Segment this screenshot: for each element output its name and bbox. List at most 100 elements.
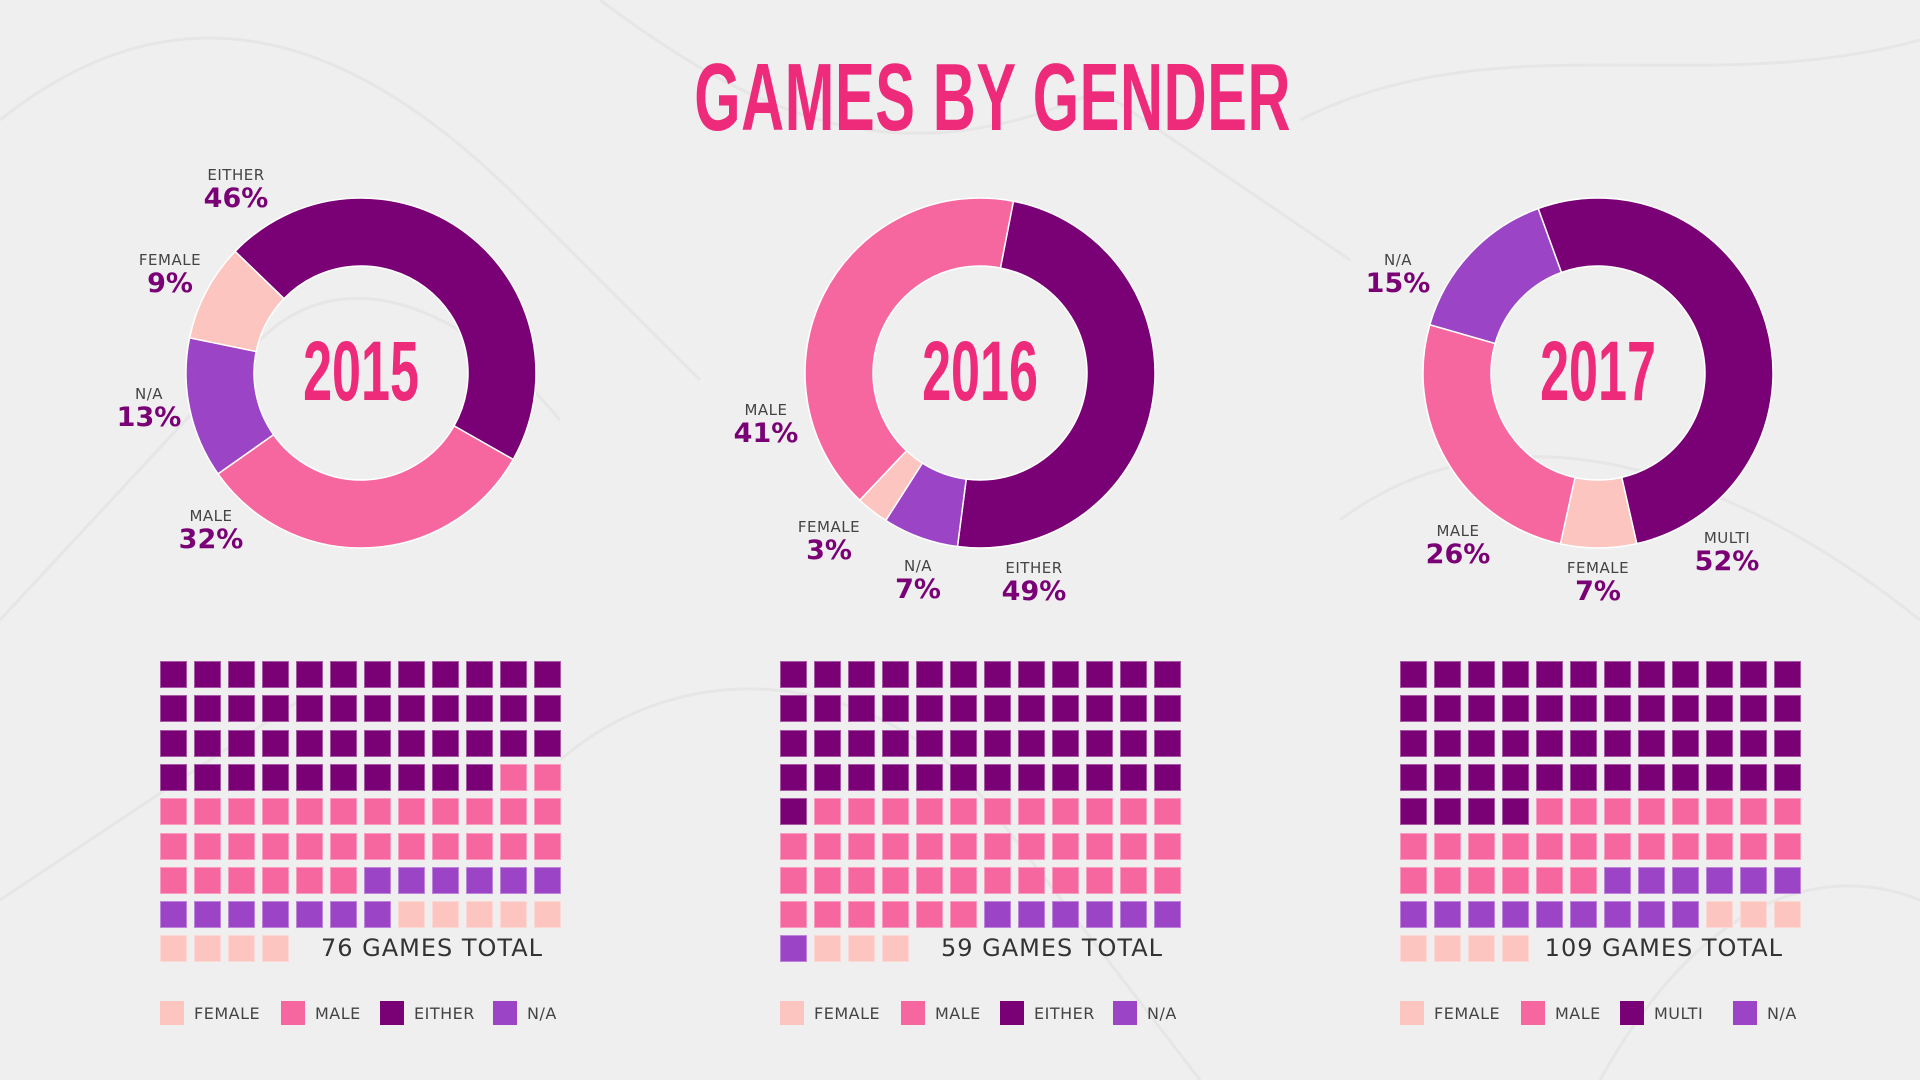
year-label: 2017 — [1540, 324, 1656, 418]
waffle-square-male — [160, 832, 187, 860]
waffle-square-either — [1154, 729, 1181, 757]
waffle-square-either — [364, 661, 391, 688]
legend-swatch-female — [160, 1001, 184, 1025]
year-label: 2016 — [922, 324, 1038, 418]
slice-label: EITHER 49% — [974, 559, 1094, 607]
waffle-square-na — [262, 901, 289, 929]
waffle-square-either — [296, 763, 323, 791]
waffle-square-either — [1604, 695, 1631, 723]
waffle-square-either — [1434, 763, 1461, 791]
donut-slice-male — [216, 424, 515, 549]
waffle-square-either — [534, 729, 561, 757]
waffle-square-male — [916, 798, 943, 826]
waffle-square-either — [916, 763, 943, 791]
waffle-square-either — [1434, 661, 1461, 688]
slice-label: MALE 41% — [706, 401, 826, 449]
waffle-square-na — [1604, 901, 1631, 929]
waffle-square-either — [984, 661, 1011, 688]
waffle-square-either — [950, 763, 977, 791]
waffle-square-male — [262, 798, 289, 826]
legend-label: EITHER — [1034, 1004, 1095, 1023]
slice-label: FEMALE 3% — [769, 518, 889, 566]
legend-label: MALE — [1555, 1004, 1601, 1023]
waffle-square-male — [296, 798, 323, 826]
waffle-square-either — [1570, 661, 1597, 688]
waffle-square-male — [534, 763, 561, 791]
waffle-square-either — [814, 661, 841, 688]
legend-label: FEMALE — [1434, 1004, 1501, 1023]
waffle-square-female — [466, 901, 493, 929]
slice-label-percent: 41% — [733, 418, 799, 449]
waffle-square-male — [534, 832, 561, 860]
waffle-square-na — [194, 901, 221, 929]
waffle-square-either — [262, 661, 289, 688]
slice-label-name: FEMALE — [797, 518, 861, 536]
waffle-square-na — [364, 866, 391, 894]
waffle-square-na — [1018, 901, 1045, 929]
waffle-square-either — [1154, 695, 1181, 723]
waffle-square-female — [262, 935, 289, 963]
waffle-square-male — [848, 798, 875, 826]
waffle-square-male — [1052, 866, 1079, 894]
waffle-square-na — [1120, 901, 1147, 929]
waffle-square-either — [814, 695, 841, 723]
waffle-square-either — [194, 695, 221, 723]
waffle-square-either — [398, 729, 425, 757]
waffle-square-either — [1052, 695, 1079, 723]
slice-label-name: MALE — [189, 507, 233, 525]
waffle-square-either — [432, 763, 459, 791]
legend-label: EITHER — [414, 1004, 475, 1023]
waffle-square-na — [500, 866, 527, 894]
waffle-square-either — [1086, 729, 1113, 757]
waffle-square-either — [160, 763, 187, 791]
legend-swatch-female — [1400, 1001, 1424, 1025]
legend-label: MULTI — [1654, 1004, 1704, 1023]
slice-label-name: N/A — [134, 385, 164, 403]
waffle-square-male — [1774, 798, 1801, 826]
waffle-square-na — [1154, 901, 1181, 929]
slice-label-percent: 46% — [203, 183, 269, 214]
waffle-square-male — [984, 832, 1011, 860]
waffle-square-either — [296, 661, 323, 688]
slice-label: EITHER 46% — [176, 166, 296, 214]
slice-label-percent: 7% — [895, 574, 941, 605]
waffle-square-male — [1570, 832, 1597, 860]
waffle-square-na — [398, 866, 425, 894]
slice-label-name: MALE — [1436, 522, 1480, 540]
waffle-square-either — [398, 763, 425, 791]
waffle-square-either — [1604, 763, 1631, 791]
waffle-square-either — [1120, 729, 1147, 757]
legend-label: MALE — [315, 1004, 361, 1023]
waffle-square-either — [916, 661, 943, 688]
waffle-square-female — [1740, 901, 1767, 929]
waffle-square-male — [330, 832, 357, 860]
waffle-square-male — [1468, 866, 1495, 894]
donut-slice-female — [188, 250, 286, 353]
waffle-square-either — [1400, 661, 1427, 688]
waffle-square-either — [1638, 695, 1665, 723]
legend-label: FEMALE — [194, 1004, 261, 1023]
waffle-square-either — [466, 763, 493, 791]
waffle-square-male — [916, 901, 943, 929]
waffle-square-male — [500, 763, 527, 791]
waffle-square-male — [1740, 832, 1767, 860]
waffle-square-either — [194, 661, 221, 688]
legend-swatch-either — [1620, 1001, 1644, 1025]
waffle-square-na — [1706, 866, 1733, 894]
waffle-square-either — [780, 695, 807, 723]
waffle-square-na — [1536, 901, 1563, 929]
slice-label-name: MULTI — [1703, 529, 1751, 547]
slice-label-percent: 52% — [1694, 546, 1760, 577]
waffle-square-female — [882, 935, 909, 963]
waffle-square-male — [882, 901, 909, 929]
waffle-square-male — [1570, 798, 1597, 826]
waffle-square-either — [398, 695, 425, 723]
waffle-square-female — [500, 901, 527, 929]
waffle-square-male — [160, 798, 187, 826]
waffle-square-male — [1120, 832, 1147, 860]
waffle-square-either — [262, 695, 289, 723]
waffle-square-either — [330, 661, 357, 688]
waffle-square-male — [1400, 832, 1427, 860]
waffle-square-either — [1672, 729, 1699, 757]
